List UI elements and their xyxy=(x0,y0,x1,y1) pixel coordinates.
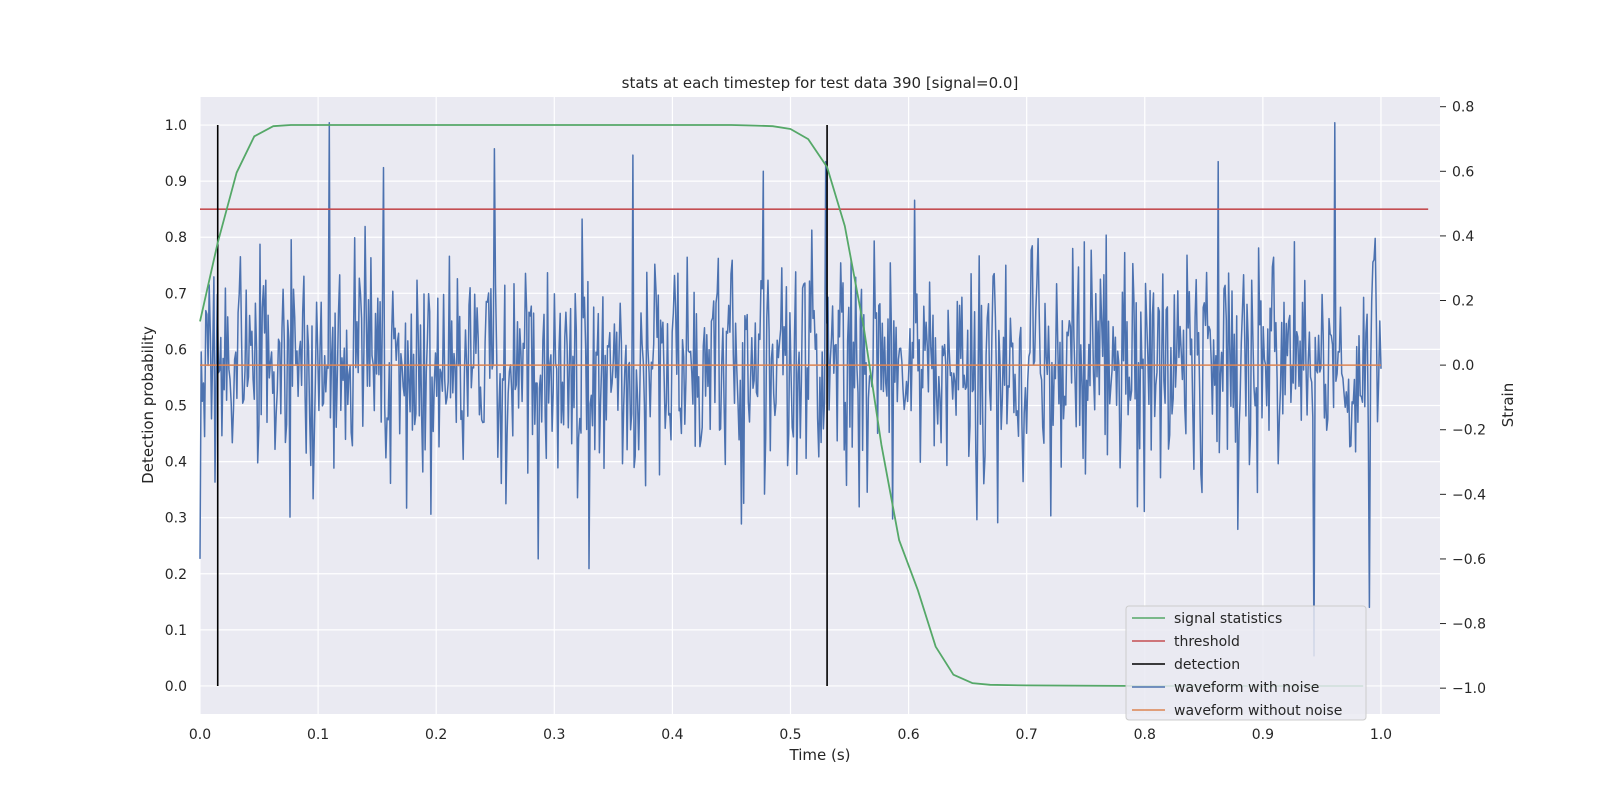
x-tick-label: 0.8 xyxy=(1134,727,1156,743)
x-tick-label: 0.0 xyxy=(189,727,211,743)
legend-label-signal-statistics: signal statistics xyxy=(1174,611,1282,627)
y-right-tick-label: −0.4 xyxy=(1452,487,1486,503)
y-tick-label: 0.2 xyxy=(165,567,187,583)
legend: signal statistics threshold detection wa… xyxy=(1125,605,1367,721)
y-right-tick-label: 0.4 xyxy=(1452,229,1474,245)
y-tick-label: 0.3 xyxy=(165,511,187,527)
series-signal-statistics xyxy=(199,124,1364,687)
y-right-tick-label: −0.6 xyxy=(1452,552,1486,568)
y-right-axis-label: Strain xyxy=(1499,383,1517,427)
legend-box xyxy=(1125,605,1367,721)
y-right-tick-label: −0.2 xyxy=(1452,423,1486,439)
legend-label-waveform-without-noise: waveform without noise xyxy=(1174,703,1342,719)
series-waveform-with-noise xyxy=(199,122,1382,657)
y-right-tick-label: 0.6 xyxy=(1452,164,1474,180)
x-tick-label: 0.4 xyxy=(661,727,683,743)
series-layer xyxy=(199,122,1429,687)
y-tick-label: 0.5 xyxy=(165,399,187,415)
legend-label-threshold: threshold xyxy=(1174,634,1240,650)
x-axis-ticks: 0.0 0.1 0.2 0.3 0.4 0.5 0.6 0.7 0.8 0.9 1.0 xyxy=(189,727,1392,743)
y-right-tick-label: −1.0 xyxy=(1452,681,1486,697)
y-right-tick-label: 0.0 xyxy=(1452,358,1474,374)
y-tick-label: 0.8 xyxy=(165,230,187,246)
x-axis-label: Time (s) xyxy=(789,746,851,764)
y-tick-label: 1.0 xyxy=(165,118,187,134)
y-axis-ticks: 0.0 0.1 0.2 0.3 0.4 0.5 0.6 0.7 0.8 0.9 1.0 xyxy=(165,118,187,695)
legend-label-waveform-with-noise: waveform with noise xyxy=(1174,680,1319,696)
x-tick-label: 0.7 xyxy=(1016,727,1038,743)
y-right-axis-ticks: −1.0 −0.8 −0.6 −0.4 −0.2 0.0 0.2 0.4 0.6 0.8 xyxy=(1440,100,1486,697)
chart-title: stats at each timestep for test data 390… xyxy=(622,74,1019,92)
x-tick-label: 1.0 xyxy=(1370,727,1392,743)
y-right-tick-label: −0.8 xyxy=(1452,617,1486,633)
y-tick-label: 0.4 xyxy=(165,455,187,471)
y-tick-label: 0.0 xyxy=(165,679,187,695)
y-tick-label: 0.9 xyxy=(165,174,187,190)
y-axis-label: Detection probability xyxy=(139,326,157,484)
x-tick-label: 0.9 xyxy=(1252,727,1274,743)
legend-label-detection: detection xyxy=(1174,657,1240,673)
y-tick-label: 0.7 xyxy=(165,286,187,302)
x-tick-label: 0.1 xyxy=(307,727,329,743)
x-tick-label: 0.6 xyxy=(897,727,919,743)
x-tick-label: 0.3 xyxy=(543,727,565,743)
y-right-tick-label: 0.2 xyxy=(1452,294,1474,310)
y-tick-label: 0.6 xyxy=(165,342,187,358)
x-tick-label: 0.2 xyxy=(425,727,447,743)
y-tick-label: 0.1 xyxy=(165,623,187,639)
x-tick-label: 0.5 xyxy=(779,727,801,743)
y-right-tick-label: 0.8 xyxy=(1452,100,1474,116)
